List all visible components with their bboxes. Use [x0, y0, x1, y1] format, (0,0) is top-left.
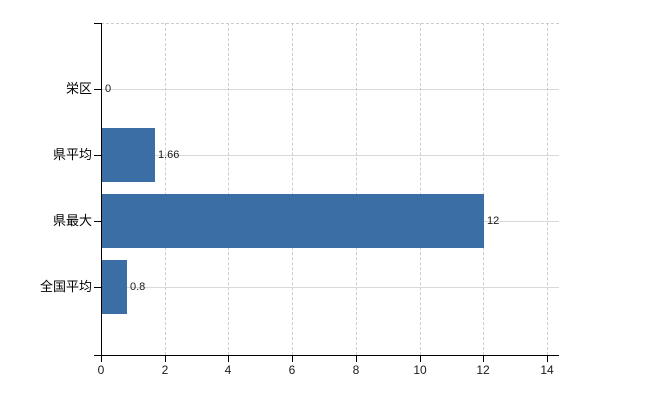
- v-gridline: [547, 23, 548, 355]
- category-label: 栄区: [65, 81, 92, 96]
- y-axis-line: [101, 23, 102, 360]
- h-gridline: [101, 287, 559, 288]
- y-tick: [94, 155, 101, 156]
- category-label: 県平均: [52, 147, 92, 162]
- x-tick-label: 12: [476, 363, 490, 377]
- x-tick: [228, 355, 229, 362]
- x-tick: [547, 355, 548, 362]
- h-gridline: [101, 155, 559, 156]
- value-label: 12: [487, 215, 500, 227]
- v-gridline: [165, 23, 166, 355]
- bar: [102, 260, 127, 314]
- y-tick: [94, 221, 101, 222]
- value-label: 0: [105, 83, 112, 95]
- x-tick-label: 4: [224, 363, 232, 377]
- x-tick: [101, 355, 102, 362]
- value-label: 1.66: [158, 149, 180, 161]
- x-tick-label: 8: [352, 363, 360, 377]
- x-tick: [483, 355, 484, 362]
- x-tick-label: 6: [288, 363, 296, 377]
- x-tick: [292, 355, 293, 362]
- y-tick: [94, 89, 101, 90]
- x-tick: [165, 355, 166, 362]
- plot-top-border: [101, 23, 559, 24]
- v-gridline: [356, 23, 357, 355]
- x-tick-label: 0: [97, 363, 105, 377]
- bar: [102, 194, 484, 248]
- h-gridline: [101, 89, 559, 90]
- y-tick: [94, 355, 101, 356]
- y-tick: [94, 23, 101, 24]
- x-tick: [420, 355, 421, 362]
- category-label: 全国平均: [39, 279, 92, 294]
- x-tick-label: 10: [413, 363, 427, 377]
- v-gridline: [420, 23, 421, 355]
- bar: [102, 128, 155, 182]
- v-gridline: [292, 23, 293, 355]
- x-axis-line: [101, 355, 559, 356]
- x-tick-label: 2: [161, 363, 169, 377]
- value-label: 0.8: [130, 281, 146, 293]
- y-tick: [94, 287, 101, 288]
- x-tick: [356, 355, 357, 362]
- v-gridline: [483, 23, 484, 355]
- v-gridline: [228, 23, 229, 355]
- category-label: 県最大: [52, 213, 92, 228]
- x-tick-label: 14: [540, 363, 554, 377]
